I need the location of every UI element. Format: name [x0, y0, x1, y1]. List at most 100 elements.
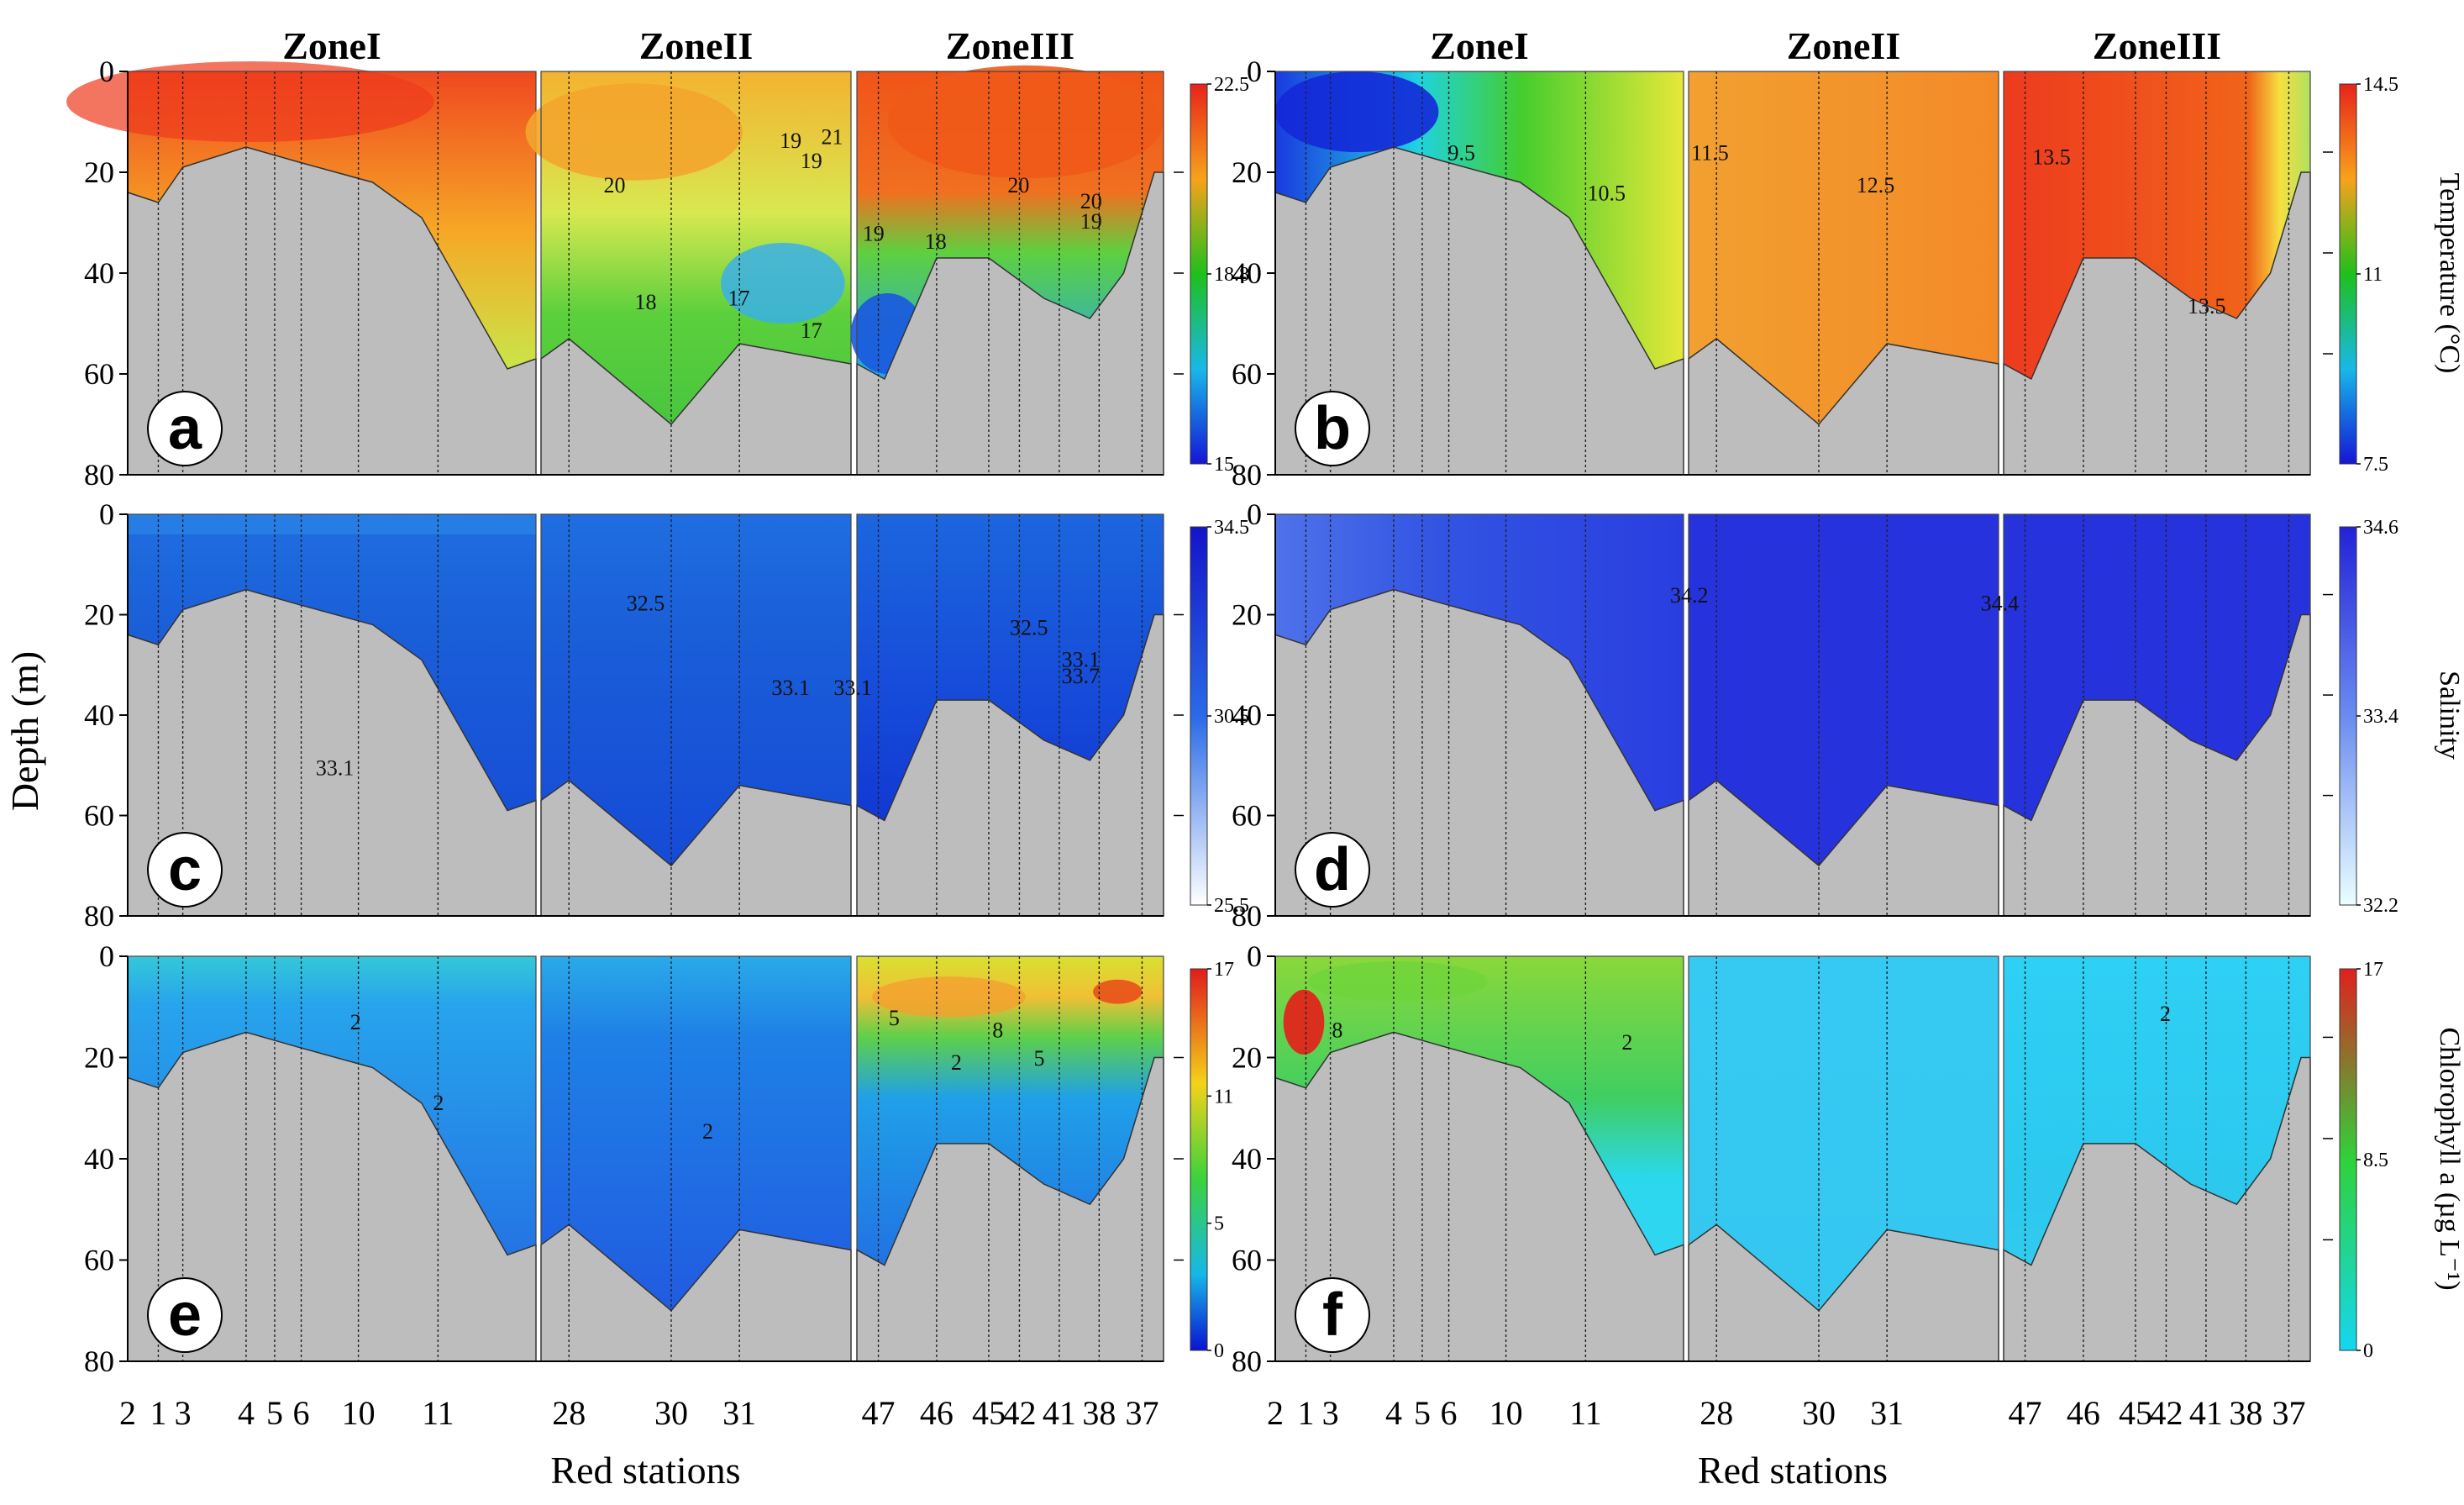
- colorbar-a: [1190, 83, 1208, 465]
- colorbar-tick-label: 5: [1214, 1213, 1224, 1235]
- station-label: 2: [1267, 1394, 1284, 1432]
- colorbar-tick-label: 30.5: [1214, 706, 1249, 728]
- colorbar-tick-label: 14.5: [2363, 74, 2398, 96]
- depth-tick-label: 0: [99, 939, 114, 973]
- panel-letter-badge: [1295, 832, 1370, 908]
- colorbar-tick-label: 15: [1214, 454, 1234, 476]
- station-label: 4: [238, 1394, 255, 1432]
- contour-label: 19: [801, 149, 822, 173]
- colorbar-tick-label: 11: [2363, 264, 2383, 286]
- station-label: 47: [2009, 1394, 2042, 1432]
- station-label: 10: [342, 1394, 376, 1432]
- station-label: 38: [2229, 1394, 2262, 1432]
- station-label: 5: [266, 1394, 283, 1432]
- station-label: 41: [1043, 1394, 1076, 1432]
- depth-tick-label: 40: [84, 256, 114, 290]
- colorbar-title: Temperature (°C): [2434, 173, 2464, 374]
- zone-title: ZoneII: [639, 24, 753, 67]
- depth-tick-label: 20: [1232, 1041, 1262, 1075]
- contour-label: 2: [2160, 1002, 2171, 1026]
- depth-tick-label: 60: [84, 799, 114, 833]
- contour-label: 34.2: [1670, 583, 1709, 608]
- station-label: 37: [1125, 1394, 1158, 1432]
- colorbar-tick-label: 0: [1214, 1340, 1224, 1362]
- depth-tick-label: 40: [1232, 698, 1262, 732]
- contour-label: 20: [1007, 173, 1029, 197]
- depth-tick-label: 60: [84, 1244, 114, 1277]
- depth-tick-label: 40: [1232, 256, 1262, 290]
- station-label: 1: [1297, 1394, 1314, 1432]
- contour-label: 12.5: [1857, 173, 1895, 197]
- depth-tick-label: 40: [1232, 1142, 1262, 1176]
- contour-label: 10.5: [1587, 182, 1626, 206]
- contour-label: 34.4: [1981, 592, 2020, 616]
- station-label: 28: [1700, 1394, 1733, 1432]
- panel-f: 0 20 40 60 80 8 2 2 f 17 8.5 0 Chlorophyll a (µg L⁻¹…: [1232, 939, 2464, 1378]
- station-label: 6: [293, 1394, 310, 1432]
- colorbar-tick-label: 8.5: [2363, 1150, 2388, 1171]
- contour-label: 33.1: [771, 676, 810, 700]
- panel-letter-badge: [1295, 1277, 1370, 1353]
- y-axis-title: Depth (m): [3, 651, 46, 811]
- station-label: 5: [1414, 1394, 1431, 1432]
- depth-tick-label: 80: [1232, 899, 1262, 933]
- station-label: 3: [1322, 1394, 1339, 1432]
- zone-title: ZoneI: [282, 24, 381, 67]
- zone-title: ZoneII: [1787, 24, 1900, 67]
- contour-label: 19: [863, 222, 885, 246]
- colorbar-d: [2339, 526, 2357, 906]
- station-label: 46: [920, 1394, 954, 1432]
- station-label: 31: [1870, 1394, 1904, 1432]
- station-label: 42: [1002, 1394, 1036, 1432]
- panel-b: 0 20 40 60 80 9.5 10.5 11.5 12.5 13.5 13.5 b 14.5 11 7…: [1232, 55, 2464, 492]
- contour-label: 17: [801, 318, 822, 343]
- station-label: 47: [862, 1394, 896, 1432]
- contour-label: 2: [951, 1050, 962, 1075]
- colorbar-e: [1190, 968, 1208, 1351]
- colorbar-tick-label: 25.5: [1214, 895, 1249, 917]
- colorbar-tick-label: 17: [1214, 959, 1234, 981]
- contour-label: 8: [992, 1018, 1003, 1042]
- colorbar-tick-label: 32.2: [2363, 895, 2398, 917]
- x-axis-title: Red stations: [550, 1449, 740, 1492]
- station-label: 10: [1489, 1394, 1523, 1432]
- station-label: 11: [1569, 1394, 1602, 1432]
- panel-letter: d: [1314, 836, 1351, 903]
- contour-label: 17: [728, 286, 749, 310]
- contour-label: 2: [433, 1091, 444, 1115]
- colorbar-tick-label: 33.4: [2363, 706, 2398, 728]
- depth-tick-label: 20: [1232, 598, 1262, 632]
- station-label: 45: [972, 1394, 1006, 1432]
- colorbar-b: [2339, 83, 2357, 465]
- depth-tick-label: 80: [1232, 458, 1262, 492]
- colorbar-c: [1190, 526, 1208, 906]
- contour-label: 33.1: [1062, 648, 1101, 672]
- contour-label: 33.7: [1062, 664, 1101, 688]
- depth-tick-label: 40: [84, 1142, 114, 1176]
- contour-label: 32.5: [627, 592, 665, 616]
- contour-label: 2: [1621, 1030, 1632, 1055]
- x-axis-title: Red stations: [1698, 1449, 1888, 1492]
- contour-label: 13.5: [2032, 145, 2071, 169]
- station-label: 46: [2067, 1394, 2100, 1432]
- station-label: 37: [2272, 1394, 2305, 1432]
- station-label: 31: [722, 1394, 756, 1432]
- depth-tick-label: 0: [1247, 497, 1262, 531]
- colorbar-tick-label: 34.6: [2363, 517, 2398, 539]
- contour-label: 11.5: [1691, 141, 1729, 166]
- contour-label: 8: [1332, 1018, 1342, 1042]
- contour-label: 5: [1034, 1046, 1045, 1071]
- colorbar-tick-label: 7.5: [2363, 454, 2388, 476]
- contour-label: 2: [350, 1010, 361, 1034]
- panel-letter: a: [168, 395, 202, 462]
- depth-tick-label: 20: [84, 1041, 114, 1075]
- station-label: 3: [175, 1394, 192, 1432]
- depth-tick-label: 0: [99, 497, 114, 531]
- depth-tick-label: 80: [84, 458, 114, 492]
- panel-letter-badge: [147, 391, 223, 466]
- contour-label: 2: [702, 1119, 713, 1144]
- depth-tick-label: 0: [1247, 939, 1262, 973]
- depth-tick-label: 80: [1232, 1345, 1262, 1378]
- colorbar-tick-label: 17: [2363, 959, 2383, 981]
